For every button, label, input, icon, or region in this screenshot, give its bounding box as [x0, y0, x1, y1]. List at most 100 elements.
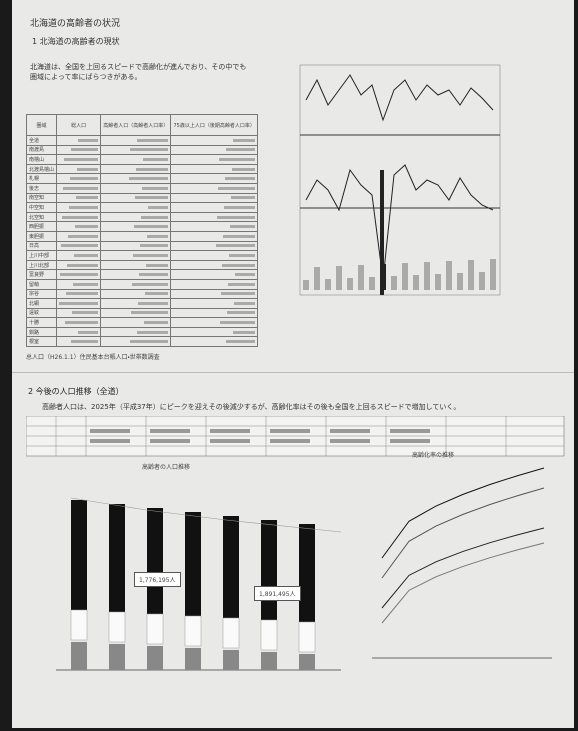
blur-text: [228, 282, 255, 286]
blur-text: [75, 225, 99, 229]
blur-cell: [56, 240, 102, 252]
blur-text: [70, 177, 99, 181]
blur-cell: [56, 154, 102, 165]
blur-text: [71, 148, 99, 152]
decor-bar: [468, 260, 474, 290]
blur-cell: [170, 221, 258, 232]
blur-text: [63, 186, 99, 190]
blur-text: [140, 244, 169, 248]
header-row: 圏域 総人口 高齢者人口（高齢者人口率） 75歳以上人口（後期高齢者人口率）: [25, 114, 258, 136]
blur-cell: [100, 326, 172, 338]
blur-cell: [100, 154, 172, 165]
blur-cell: [170, 269, 258, 280]
decor-bar-mid: [298, 621, 316, 653]
decor-bar-low: [71, 642, 87, 670]
row-label: 南渡島: [25, 144, 58, 156]
blur-text: [144, 321, 169, 325]
decor-bar-mid: [146, 613, 164, 645]
blur-cell: [170, 336, 258, 348]
blur-text: [137, 330, 169, 334]
row-label: 日高: [25, 240, 58, 252]
blur-cell: [56, 202, 102, 213]
blur-cell: [170, 240, 258, 252]
blur-cell: [100, 192, 172, 204]
row-label: 後志: [25, 182, 58, 194]
table-row: 十勝: [25, 317, 258, 328]
decor-bar-mid: [260, 619, 278, 651]
table-row: 日高: [25, 240, 258, 252]
blur-cell: [170, 163, 258, 175]
blur-cell: [56, 163, 102, 175]
blur-text: [132, 282, 169, 286]
row-label: 西胆振: [25, 221, 58, 232]
blur-text: [134, 225, 169, 229]
row-label: 上川北部: [25, 259, 58, 271]
blur-text: [61, 244, 99, 248]
blur-cell: [100, 230, 172, 242]
row-label: 宗谷: [25, 288, 58, 300]
row-label: 札幌: [25, 173, 58, 184]
blur-text: [216, 244, 255, 248]
decor-line: [381, 487, 545, 579]
blur-cell: [170, 173, 258, 184]
table-row: 南渡島: [25, 144, 258, 156]
table-row: 上川北部: [25, 259, 258, 271]
blur-text: [230, 225, 255, 229]
decor-bar-top: [147, 508, 163, 614]
decor-bar: [380, 170, 384, 295]
blur-text: [235, 273, 255, 277]
blur-cell: [100, 250, 172, 261]
decor-bar-low: [147, 646, 163, 670]
blur-cell: [100, 144, 172, 156]
section2-text: 高齢者人口は、2025年（平成37年）にピークを迎えその後減少するが、高齢化率は…: [42, 403, 461, 411]
blur-cell: [56, 317, 102, 328]
blur-text: [233, 138, 255, 142]
blur-text: [217, 215, 255, 219]
blur-text: [74, 253, 99, 257]
blur-text: [141, 215, 169, 219]
blur-text: [142, 186, 169, 190]
blur-text: [226, 340, 255, 344]
row-label: 南檜山: [25, 154, 58, 165]
blur-text: [133, 253, 169, 257]
blur-cell: [56, 221, 102, 232]
blur-text: [77, 167, 99, 171]
blur-cell: [56, 182, 102, 194]
blur-text: [64, 157, 99, 161]
row-label: 北空知: [25, 211, 58, 223]
population-chart: [56, 497, 342, 671]
row-label: 南空知: [25, 192, 58, 204]
row-label: 十勝: [25, 317, 58, 328]
decor-bar-mid: [184, 615, 202, 647]
blur-cell: [56, 336, 102, 348]
decor-bar: [325, 279, 331, 290]
blur-cell: [170, 288, 258, 300]
header-cell: 圏域: [25, 114, 58, 136]
blur-text: [221, 292, 255, 296]
blur-text: [139, 273, 169, 277]
blur-cell: [170, 154, 258, 165]
blur-cell: [56, 211, 102, 223]
blur-text: [220, 321, 255, 325]
blur-cell: [100, 211, 172, 223]
blur-text: [62, 215, 99, 219]
blur-text: [219, 157, 255, 161]
blur-cell: [100, 278, 172, 290]
blur-text: [76, 196, 99, 200]
blur-cell: [170, 317, 258, 328]
trend: [70, 497, 342, 533]
callout: 1,891,495人: [254, 586, 301, 601]
decor-bar-top: [223, 516, 239, 618]
blur-text: [136, 167, 169, 171]
table-row: 中空知: [25, 202, 258, 213]
blur-text: [229, 253, 255, 257]
rate-chart: [372, 467, 552, 659]
blur-text: [71, 340, 99, 344]
blur-cell: [170, 211, 258, 223]
decor-bar: [490, 259, 496, 290]
blur-cell: [56, 230, 102, 242]
blur-cell: [56, 298, 102, 309]
callout: 1,776,195人: [134, 572, 181, 587]
decor-bar-low: [109, 644, 125, 670]
blur-text: [233, 330, 255, 334]
